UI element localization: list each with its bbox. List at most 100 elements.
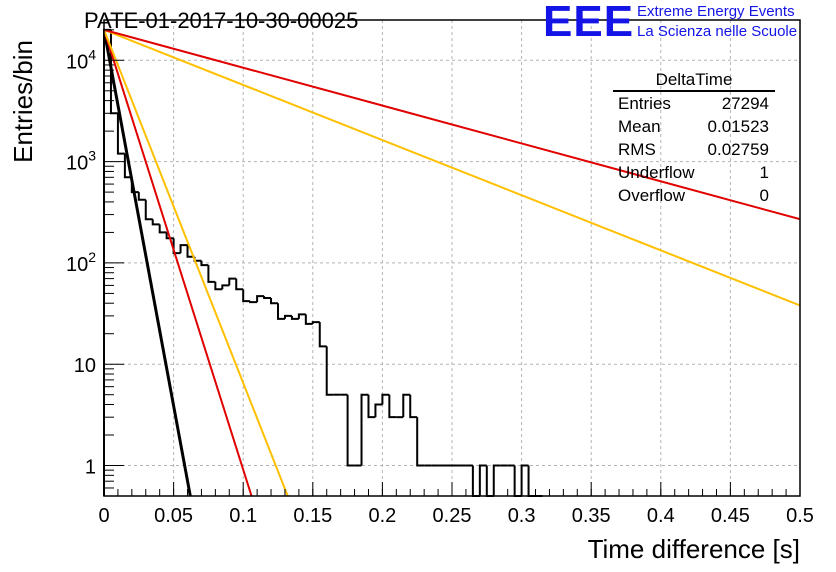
histogram-bin [172, 238, 181, 255]
histogram-bin [165, 232, 174, 240]
x-tick-label: 0.15 [293, 505, 332, 527]
stats-row-overflow: Overflow 0 [613, 184, 775, 207]
run-title: PATE-01-2017-10-30-00025 [84, 8, 359, 33]
stats-label: Mean [618, 117, 661, 136]
stats-row-mean: Mean 0.01523 [613, 115, 775, 138]
x-tick-label: 0.4 [647, 505, 675, 527]
fit-line [104, 29, 289, 496]
histogram-bin [200, 260, 209, 267]
histogram-bin [116, 113, 125, 155]
x-tick-label: 0.45 [711, 505, 750, 527]
stats-label: RMS [618, 140, 656, 159]
histogram-bin [478, 464, 487, 496]
histogram-bin [158, 224, 167, 234]
stats-value: 0.02759 [707, 140, 769, 159]
stats-value: 0 [759, 186, 769, 205]
y-tick-base: 10 [66, 153, 88, 175]
stats-label: Entries [618, 94, 671, 113]
x-axis-title: Time difference [s] [588, 534, 800, 564]
histogram-bin [409, 394, 418, 419]
x-tick-label: 0.3 [508, 505, 536, 527]
y-tick-label: 104 [66, 46, 96, 73]
stats-row-entries: Entries 27294 [613, 92, 775, 115]
stats-title: DeltaTime [613, 70, 775, 92]
x-tick-label: 0.35 [572, 505, 611, 527]
x-tick-label: 0 [98, 505, 109, 527]
y-tick-base: 1 [85, 457, 96, 479]
histogram-bin [256, 295, 265, 303]
y-tick-label: 103 [66, 148, 96, 175]
y-tick-label: 1 [85, 457, 96, 479]
x-tick-label: 0.25 [433, 505, 472, 527]
stats-row-underflow: Underflow 1 [613, 161, 775, 184]
histogram-bin [346, 394, 355, 467]
x-tick-labels: 0 0.05 0.1 0.15 0.2 0.25 0.3 0.35 0.4 0.45 0.5 [98, 505, 813, 527]
histogram-bin [402, 393, 411, 418]
y-tick-exponent: 2 [88, 249, 96, 265]
axis-ticks [103, 29, 801, 497]
histogram-bin [263, 296, 272, 300]
histogram-bin [527, 465, 536, 497]
histogram-bin [137, 192, 146, 201]
fit-lines [104, 28, 800, 496]
eee-logo: EEE [543, 0, 635, 46]
histogram-bin [492, 464, 501, 496]
histogram-bin [360, 393, 369, 466]
x-tick-label: 0.5 [786, 505, 814, 527]
histogram-bin [235, 278, 244, 291]
stats-value: 1 [759, 163, 769, 182]
histogram-bin [520, 464, 529, 496]
fit-line [104, 28, 800, 221]
histogram-bin [277, 303, 285, 320]
stats-label: Underflow [618, 163, 695, 182]
histogram-bin [207, 265, 216, 283]
y-tick-base: 10 [66, 254, 88, 276]
histogram-bin [325, 346, 334, 396]
histogram-bin [485, 465, 494, 497]
fit-line [104, 29, 253, 496]
fit-line [104, 29, 192, 496]
histogram-bin [179, 244, 188, 254]
y-tick-base: 10 [74, 355, 96, 377]
histogram-bin [297, 313, 306, 319]
y-tick-exponent: 4 [88, 46, 96, 62]
histogram-bin [144, 199, 153, 221]
histogram-bin [318, 322, 327, 348]
histogram-bin [283, 314, 292, 319]
histogram-bin [242, 289, 251, 303]
histogram-bin [304, 314, 313, 325]
histogram-bin [228, 277, 237, 286]
histogram-bin [416, 417, 425, 467]
logo-subtitle-line2: La Scienza nelle Scuole [637, 23, 798, 40]
histogram-bin [471, 465, 480, 497]
y-tick-label: 102 [66, 249, 96, 276]
stats-box: DeltaTime Entries 27294 Mean 0.01523 RMS… [613, 70, 775, 207]
y-axis-title: Entries/bin [8, 40, 38, 163]
y-tick-exponent: 3 [88, 148, 96, 164]
x-tick-label: 0.1 [229, 505, 257, 527]
logo-subtitle-line1: Extreme Energy Events [637, 3, 795, 20]
histogram-bin [249, 301, 258, 304]
histogram-bin [186, 245, 195, 258]
histogram-bin [388, 394, 397, 419]
histogram-bin [513, 465, 522, 497]
histogram-bin [151, 219, 160, 226]
stats-value: 27294 [721, 94, 769, 113]
y-tick-label: 10 [74, 355, 96, 377]
histogram-bin [367, 394, 376, 419]
x-tick-label: 0.2 [368, 505, 396, 527]
stats-label: Overflow [618, 186, 686, 205]
histogram-bin [123, 153, 132, 179]
histogram-bin [311, 321, 320, 324]
grid-lines [104, 20, 800, 496]
fit-line [104, 28, 800, 307]
histogram-bin [221, 284, 230, 290]
histogram-bin [214, 281, 223, 291]
stats-value: 0.01523 [707, 117, 769, 136]
stats-row-rms: RMS 0.02759 [613, 138, 775, 161]
y-tick-base: 10 [66, 51, 88, 73]
histogram-bin [381, 393, 390, 405]
histogram-bin [270, 298, 278, 305]
